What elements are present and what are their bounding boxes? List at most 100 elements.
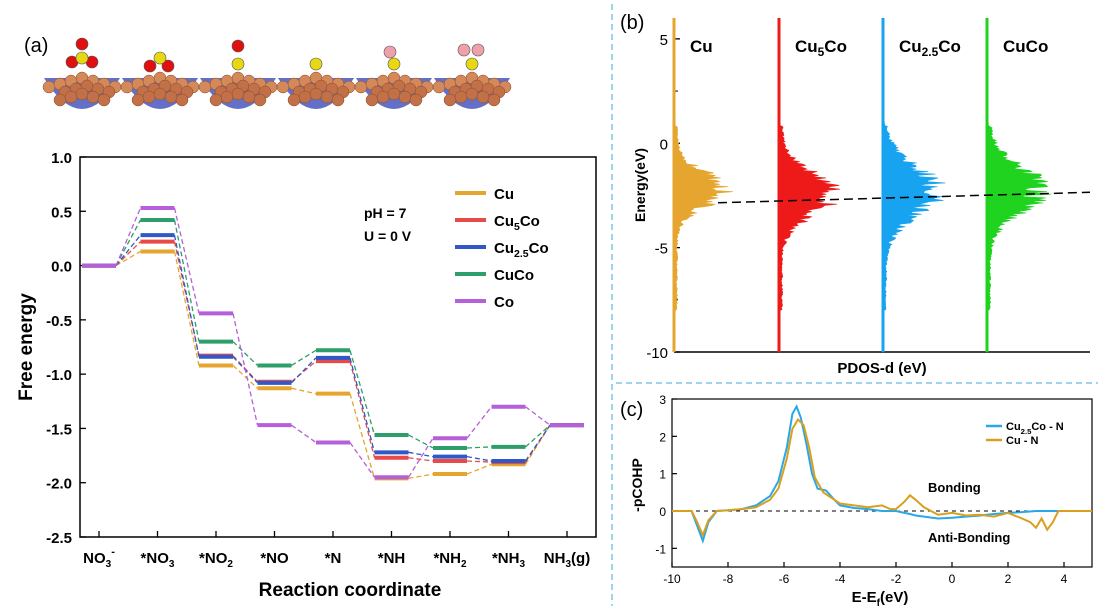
panel-c-frame (671, 398, 1093, 568)
panel-b-ytick-label: -10 (646, 345, 668, 362)
legend-label-main: Cu (1006, 421, 1021, 433)
adsorbate-atom (465, 57, 479, 71)
panel-b-label: (b) (620, 12, 644, 34)
cu-atom (298, 90, 312, 104)
panel-a-ytick-label: 0.0 (51, 259, 72, 276)
cu-atom (398, 90, 412, 104)
pdos-Cu2.5Co: Cu2.5Co (881, 18, 961, 353)
adsorbate-atom (75, 51, 89, 65)
panel-c-ytick-label: 1 (659, 468, 666, 482)
legend-label-sub: 2.5 (514, 248, 529, 260)
adsorbate-atom (153, 51, 167, 65)
connector (525, 424, 551, 448)
pdos-title-main: Cu (690, 37, 713, 56)
connector (408, 451, 434, 458)
xtick-sub: 3 (169, 559, 175, 570)
pdos-title: Cu (690, 37, 713, 56)
panel-a-ylabel: Free energy (16, 293, 37, 401)
pdos-title-tail: Co (824, 37, 847, 56)
annotation-bonding: Bonding (928, 480, 981, 495)
panel-a-x-axis: NO3- *NO3 *NO2 *NO *N *NH *NH2 *NH3 NH3(g) (83, 531, 590, 570)
connector (232, 341, 258, 366)
xtick-sub: 2 (227, 559, 233, 570)
legend-label-main: Co (494, 294, 514, 311)
panel-a-y-axis: 1.0 0.5 0.0 -0.5 -1.0 -1.5 -2.0 -2.5 (46, 150, 86, 547)
panel-b-ylabel: Energy(eV) (632, 148, 648, 222)
cu-atom (231, 87, 245, 101)
cu-atom (409, 93, 423, 107)
panel-c-xlabel-main: E-E (852, 589, 877, 606)
connector (115, 207, 142, 266)
structure-2 (120, 51, 200, 109)
adsorbate-atom (143, 59, 157, 73)
panel-c-axes: -10 -8 -6 -4 -2 0 2 4 3 2 1 0 -1 (655, 393, 1092, 586)
cu-atom (75, 87, 89, 101)
panel-c-xtick-label: -4 (835, 572, 846, 586)
panel-c-label: (c) (620, 399, 643, 421)
xtick-main: *NH (492, 550, 520, 567)
panel-c-ytick-label: 3 (659, 393, 666, 407)
adsorbate-atom (309, 57, 323, 71)
connector (466, 463, 492, 475)
panel-c-legend: Cu2.5Co - NCu - N (986, 421, 1064, 447)
connector (349, 393, 376, 479)
structure-4 (276, 57, 356, 109)
cu-atom (86, 90, 100, 104)
pdos-title-main: Cu (795, 37, 818, 56)
panel-a-xlabel: Reaction coordinate (259, 580, 442, 601)
connector (291, 357, 317, 384)
annotation-ph: pH = 7 (364, 205, 407, 221)
cu-atom (142, 90, 156, 104)
panel-c-xtick-label: -8 (723, 572, 734, 586)
cu-atom (64, 90, 78, 104)
structure-5 (354, 45, 434, 109)
panel-c-chart: -10 -8 -6 -4 -2 0 2 4 3 2 1 0 -1 E-Ef(eV) -pCOHP Bon… (629, 393, 1093, 609)
pdos-title-main: CuCo (1003, 37, 1048, 56)
adsorbate-atom (457, 43, 471, 57)
connector (349, 357, 376, 453)
legend-label-tail: Co (520, 213, 540, 230)
pdos-fill (986, 41, 1052, 353)
cu-atom (487, 93, 501, 107)
panel-b-ytick-label: -5 (655, 241, 668, 258)
connector (173, 251, 200, 366)
cu-atom (120, 80, 134, 94)
panel-a-label: (a) (24, 35, 48, 57)
legend-label-main: Cu (494, 240, 514, 257)
legend-label-main: Cu (494, 186, 514, 203)
panel-c-xlabel: E-Ef(eV) (852, 589, 909, 609)
panel-c-xtick-label: 0 (949, 572, 956, 586)
pdos-title: Cu5Co (795, 37, 847, 59)
connector (291, 349, 317, 367)
legend-label-sub: 2.5 (1021, 427, 1032, 436)
cu-atom (164, 90, 178, 104)
panel-c-xtick-label: 4 (1061, 572, 1068, 586)
panel-b-ytick-label: 0 (660, 136, 668, 153)
adsorbate-atom (161, 59, 175, 73)
panel-b-xlabel: PDOS-d (eV) (837, 360, 926, 377)
panel-c-series (672, 404, 1092, 545)
panel-a-xtick-label: *NO (260, 550, 289, 567)
cu-atom (309, 87, 323, 101)
legend-label: Cu - N (1006, 435, 1038, 447)
cu-atom (53, 93, 67, 107)
pdos-fill (673, 42, 733, 353)
structure-3 (198, 39, 278, 109)
connector (115, 234, 142, 266)
xtick-sub: 3 (106, 559, 112, 570)
connector (291, 360, 317, 383)
connector (232, 364, 258, 389)
panel-c-ylabel: -pCOHP (629, 458, 645, 512)
connector (291, 424, 317, 444)
panel-a-chart: 1.00.50.0-0.5-1.0-1.5-2.0-2.5 NO3- *NO3 *N… (16, 150, 597, 601)
cu-atom (220, 90, 234, 104)
adsorbate-atom (231, 39, 245, 53)
connector (408, 473, 434, 480)
legend-label-tail: Co (529, 240, 549, 257)
cu-atom (175, 93, 189, 107)
panel-a-xtick-label: *NH2 (433, 550, 467, 570)
cu-atom (242, 90, 256, 104)
cu-atom (365, 93, 379, 107)
d-band-center-line (717, 191, 1091, 204)
